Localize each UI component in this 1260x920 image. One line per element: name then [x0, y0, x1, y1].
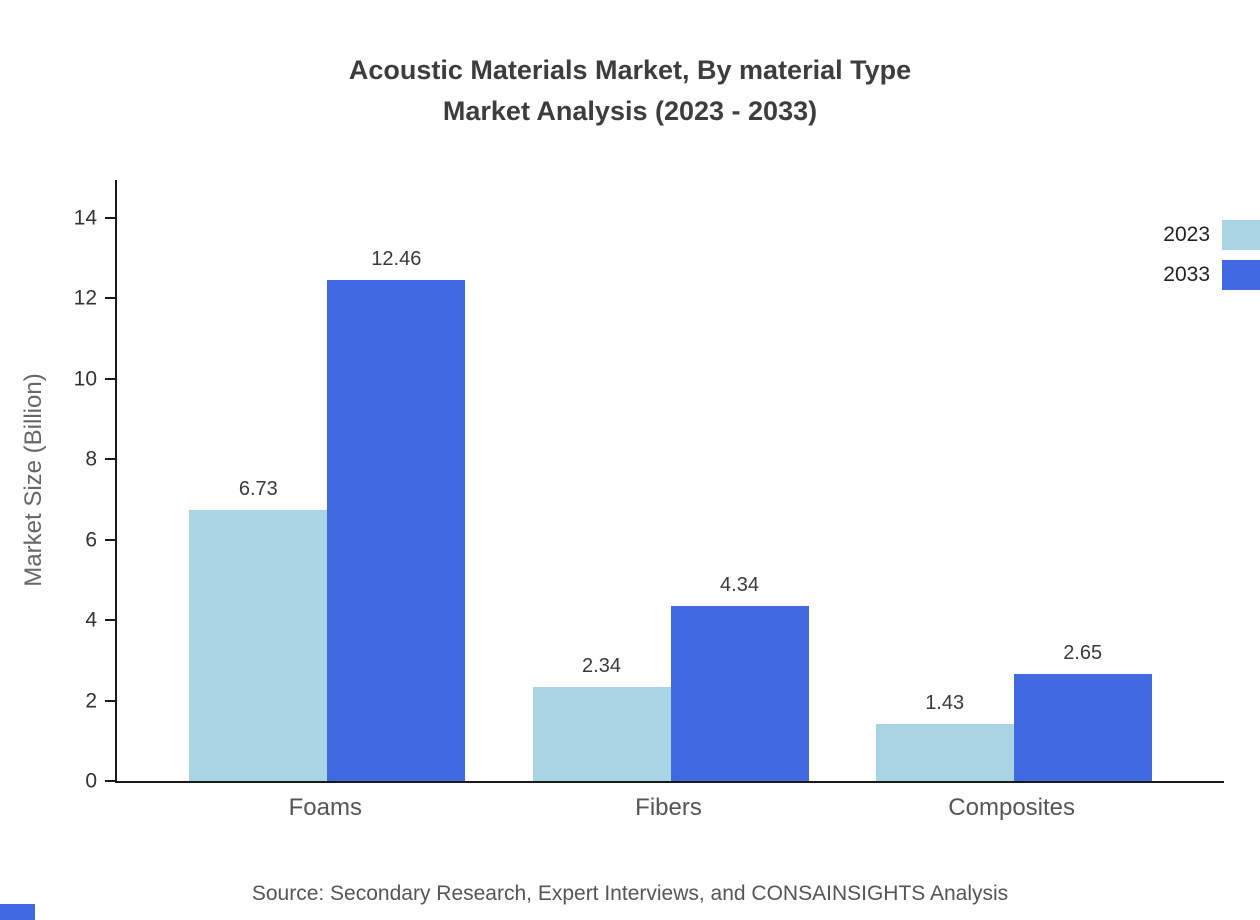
bar-group: 1.43 2.65: [875, 642, 1152, 781]
y-tick-label: 4: [85, 608, 97, 632]
bar-group: 2.34 4.34: [532, 574, 809, 781]
y-tick-label: 2: [85, 689, 97, 713]
y-tick-mark: [105, 217, 115, 219]
bar-value-label: 2.65: [1063, 642, 1103, 665]
bar-2033-foams: 12.46: [327, 248, 466, 781]
chart-title-line1: Acoustic Materials Market, By material T…: [348, 55, 912, 85]
y-tick-label: 6: [85, 528, 97, 552]
brand-mark: [0, 904, 35, 920]
source-note: Source: Secondary Research, Expert Inter…: [251, 882, 1009, 905]
y-tick-mark: [105, 297, 115, 300]
bar-2023-foams: 6.73: [189, 478, 328, 781]
chart-title: Acoustic Materials Market, By material T…: [0, 50, 1260, 132]
legend-item-2023: 2023: [1163, 220, 1260, 250]
chart-title-line2: Market Analysis (2023 - 2033): [442, 96, 818, 126]
legend-label-2033: 2033: [1163, 263, 1210, 286]
y-tick-mark: [105, 377, 115, 380]
x-axis-label-composites: Composites: [948, 794, 1076, 821]
legend-swatch-2033: [1222, 260, 1260, 290]
y-tick-label: 0: [85, 769, 97, 793]
bar-2023-fibers: 2.34: [532, 655, 671, 781]
plot-area: 0 2 4 6 8 10 12 14 6.73 12.46 2.34 4.34 1.43 2.65: [74, 180, 1224, 792]
x-axis-label-fibers: Fibers: [635, 794, 702, 821]
x-axis-label-foams: Foams: [288, 794, 363, 821]
y-tick-label: 14: [73, 206, 97, 230]
bar-2033-fibers: 4.34: [670, 574, 809, 781]
bar-2023-composites: 1.43: [875, 692, 1014, 781]
legend-swatch-2023: [1222, 220, 1260, 250]
y-tick-mark: [105, 538, 115, 541]
bar-value-label: 12.46: [371, 247, 422, 270]
y-tick-mark: [105, 780, 115, 782]
bar-value-label: 4.34: [720, 574, 759, 597]
bar-value-label: 6.73: [238, 478, 278, 501]
y-tick-label: 8: [85, 447, 97, 471]
y-tick-mark: [105, 458, 115, 461]
bar-value-label: 1.43: [925, 691, 965, 714]
legend: 2023 2033: [1163, 220, 1260, 300]
bar-value-label: 2.34: [582, 654, 621, 677]
y-axis-title: Market Size (Billion): [20, 373, 47, 587]
y-tick-label: 10: [73, 367, 97, 391]
bar-2033-composites: 2.65: [1013, 642, 1152, 781]
y-tick-mark: [105, 699, 115, 702]
legend-item-2033: 2033: [1163, 260, 1260, 290]
y-tick-label: 12: [73, 286, 97, 310]
legend-label-2023: 2023: [1163, 223, 1210, 246]
bar-group: 6.73 12.46: [189, 248, 466, 781]
x-axis-labels: Foams Fibers Composites: [115, 794, 1222, 826]
y-tick-mark: [105, 619, 115, 622]
